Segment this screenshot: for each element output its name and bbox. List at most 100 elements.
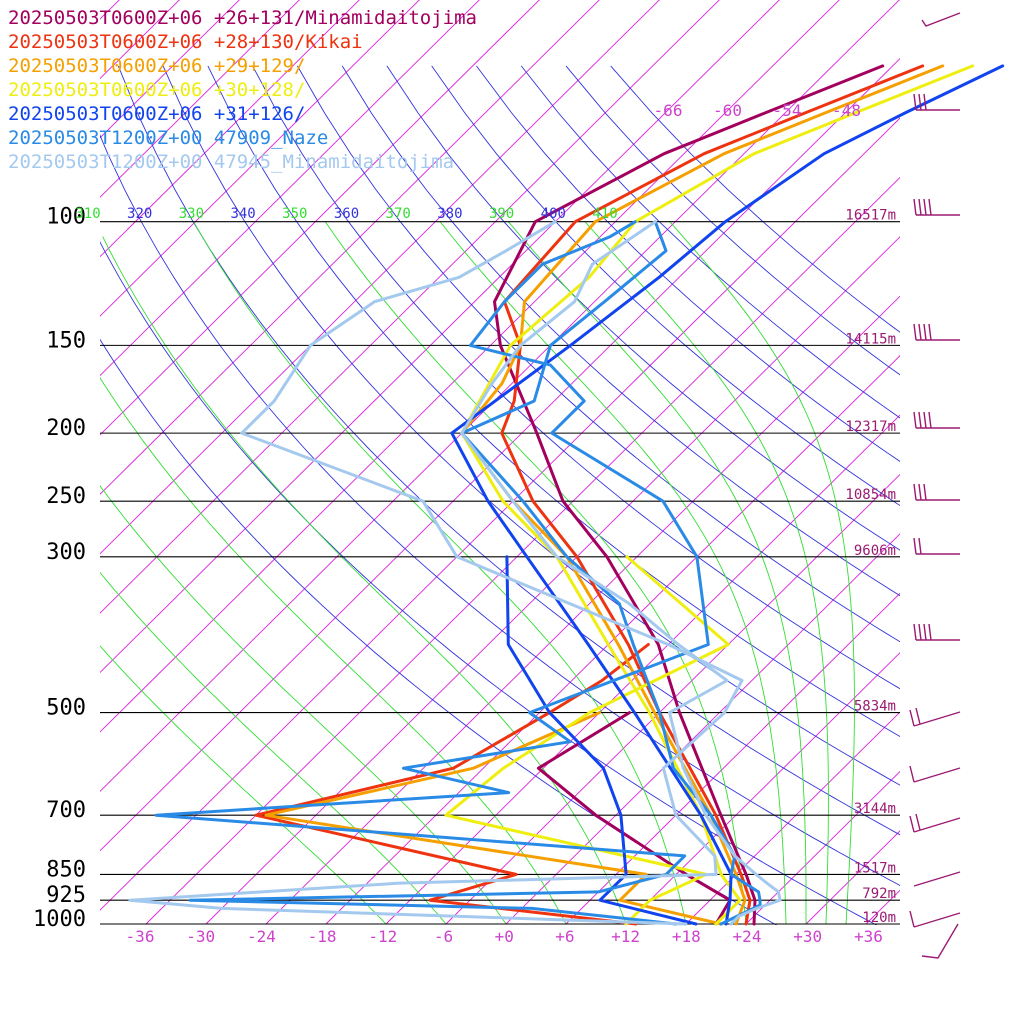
height-label: 10854m — [845, 487, 896, 503]
temperature-tick-label: +30 — [793, 927, 822, 946]
height-label: 14115m — [845, 331, 896, 347]
isotherm-line — [625, 652, 900, 925]
wind-barb — [921, 12, 961, 27]
temperature-tick-label: -6 — [434, 927, 453, 946]
dewpoint-line — [505, 555, 698, 926]
height-label: 5834m — [854, 699, 896, 715]
pressure-label: 200 — [46, 416, 86, 441]
height-label: 16517m — [845, 208, 896, 224]
dewpoint-line — [444, 555, 730, 926]
wind-barb-feather — [918, 93, 922, 111]
height-label: 12317m — [845, 419, 896, 435]
isotherm-line — [100, 0, 240, 139]
moist-adiabat-line — [100, 485, 507, 925]
isotherm-line — [986, 0, 1024, 924]
theta-label: 340 — [230, 206, 255, 222]
upper-temperature-tick-label: -60 — [713, 101, 742, 120]
dry-adiabat-line — [386, 65, 900, 551]
wind-barb-feather — [923, 483, 927, 501]
wind-barb-feather — [913, 483, 917, 501]
pressure-label: 250 — [46, 484, 86, 509]
temperature-tick-label: -36 — [126, 927, 155, 946]
wind-barb-feather — [923, 411, 927, 429]
pressure-label: 1000 — [33, 907, 86, 932]
wind-barb — [913, 767, 961, 783]
pressure-label: 700 — [46, 798, 86, 823]
legend-entry: 20250503T0600Z+06 +26+131/Minamidaitojim… — [8, 7, 477, 29]
wind-barb — [921, 923, 959, 959]
isotherm-line — [926, 0, 1024, 924]
isotherm-line — [205, 236, 900, 925]
isotherm-line — [865, 889, 900, 925]
temperature-line — [460, 220, 782, 926]
isotherm-line — [445, 473, 900, 925]
pressure-label: 300 — [46, 540, 86, 565]
dewpoint-line — [154, 220, 710, 926]
height-label: 792m — [862, 886, 896, 902]
isotherm-line — [100, 0, 360, 258]
moist-adiabat-line — [100, 571, 447, 925]
dewpoint-line — [264, 711, 723, 926]
dewpoint-line — [536, 711, 732, 926]
wind-barb — [913, 711, 961, 727]
wind-barb-feather — [923, 93, 927, 111]
temperature-tick-label: +12 — [611, 927, 640, 946]
legend-entry: 20250503T1200Z+00 47945_Minamidaitojima — [8, 151, 454, 173]
wind-barb-feather — [909, 815, 915, 833]
theta-label: 390 — [489, 206, 514, 222]
wind-barb-feather — [915, 707, 921, 725]
wind-barb-feather — [913, 93, 917, 111]
isotherm-line — [325, 355, 900, 925]
wind-barb-feather — [913, 623, 917, 641]
pressure-label: 100 — [46, 205, 86, 230]
wind-barb-feather — [915, 813, 921, 831]
theta-label: 350 — [282, 206, 307, 222]
wind-barb-feather — [918, 537, 922, 555]
wind-barb-feather — [913, 198, 917, 216]
wind-barb-feather — [923, 623, 927, 641]
wind-barb-feather — [909, 709, 915, 727]
theta-label: 320 — [127, 206, 152, 222]
moist-adiabat-line — [100, 645, 387, 925]
wind-barb-feather — [913, 537, 917, 555]
dry-adiabat-line — [100, 134, 900, 886]
temperature-tick-label: +6 — [555, 927, 574, 946]
legend-entry: 20250503T0600Z+06 +28+130/Kikai — [8, 31, 363, 53]
upper-temperature-tick-label: -66 — [654, 101, 683, 120]
legend-entry: 20250503T1200Z+00 47909_Naze — [8, 127, 328, 149]
pressure-label: 925 — [46, 883, 86, 908]
dry-adiabat-line — [297, 65, 900, 643]
isotherm-line — [100, 0, 480, 377]
temperature-tick-label: +24 — [733, 927, 762, 946]
wind-barb-feather — [918, 198, 922, 216]
upper-temperature-tick-label: -54 — [773, 101, 802, 120]
wind-barb-feather — [928, 623, 932, 641]
temperature-line — [460, 64, 975, 926]
upper-temperature-tick-label: -48 — [832, 101, 861, 120]
wind-barb-feather — [928, 411, 932, 429]
wind-barb-feather — [928, 198, 932, 216]
temperature-line — [460, 220, 762, 926]
height-label: 1517m — [854, 860, 896, 876]
temperature-line — [450, 64, 1005, 926]
temperature-tick-label: +18 — [672, 927, 701, 946]
dry-adiabat-line — [117, 65, 900, 836]
theta-label: 380 — [437, 206, 462, 222]
wind-barbs — [909, 12, 961, 959]
wind-barb-feather — [918, 483, 922, 501]
wind-barb-feather — [913, 323, 917, 341]
wind-barb-feather — [913, 411, 917, 429]
moist-adiabat-line — [100, 377, 567, 925]
temperature-tick-label: -12 — [368, 927, 397, 946]
isotherm-line — [100, 0, 300, 198]
theta-label: 410 — [592, 206, 617, 222]
wind-barb-feather — [918, 323, 922, 341]
wind-barb — [913, 817, 961, 833]
temperature-tick-label: +36 — [854, 927, 883, 946]
height-label: 3144m — [854, 801, 896, 817]
theta-label: 360 — [334, 206, 359, 222]
legend-entry: 20250503T0600Z+06 +29+129/ — [8, 55, 305, 77]
isotherm-line — [565, 592, 900, 925]
isotherm-line — [100, 0, 420, 317]
wind-barb-feather — [909, 910, 915, 928]
